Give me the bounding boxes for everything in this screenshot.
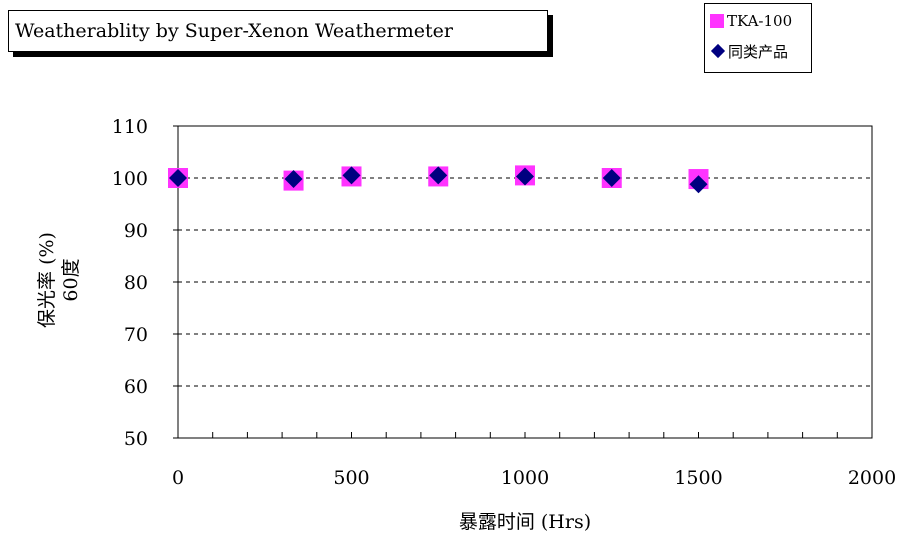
legend-item-tka100: TKA-100 xyxy=(710,10,792,32)
legend-square-marker xyxy=(710,14,724,28)
legend-diamond-marker xyxy=(710,43,726,59)
x-tick-label: 500 xyxy=(333,467,369,489)
data-point-similar-product xyxy=(342,166,361,185)
data-point-similar-product xyxy=(169,169,187,187)
legend: TKA-100 同类产品 xyxy=(704,3,812,73)
x-tick-label: 1500 xyxy=(674,467,722,489)
x-axis: 0 500 1000 1500 2000 xyxy=(172,432,896,489)
y-tick-label: 100 xyxy=(112,168,148,190)
x-tick-label: 0 xyxy=(172,467,184,489)
y-tick-label: 90 xyxy=(124,220,148,242)
y-tick-label: 50 xyxy=(124,428,148,450)
y-tick-label: 80 xyxy=(124,272,148,294)
data-point-similar-product xyxy=(284,170,303,189)
data-point-similar-product xyxy=(602,169,621,187)
data-point-similar-product xyxy=(689,175,708,194)
legend-item-similar-product: 同类产品 xyxy=(710,40,788,62)
y-axis: 50 60 70 80 90 100 110 xyxy=(112,116,178,450)
data-point-similar-product xyxy=(516,167,534,186)
y-axis-title: 保光率 (%) xyxy=(36,232,58,328)
legend-label: TKA-100 xyxy=(727,12,793,30)
data-point-similar-product xyxy=(429,166,448,185)
x-tick-label: 1000 xyxy=(501,467,549,489)
chart-title-box: Weatherablity by Super-Xenon Weathermete… xyxy=(8,10,548,52)
y-tick-label: 110 xyxy=(112,116,148,138)
chart-title: Weatherablity by Super-Xenon Weathermete… xyxy=(15,20,453,42)
legend-label: 同类产品 xyxy=(728,42,789,61)
data-points xyxy=(168,165,709,194)
x-tick-label: 2000 xyxy=(848,467,896,489)
y-tick-label: 60 xyxy=(124,376,148,398)
x-axis-title: 暴露时间 (Hrs) xyxy=(459,511,591,533)
y-tick-label: 70 xyxy=(124,324,148,346)
y-axis-subtitle: 60度 xyxy=(60,258,82,301)
